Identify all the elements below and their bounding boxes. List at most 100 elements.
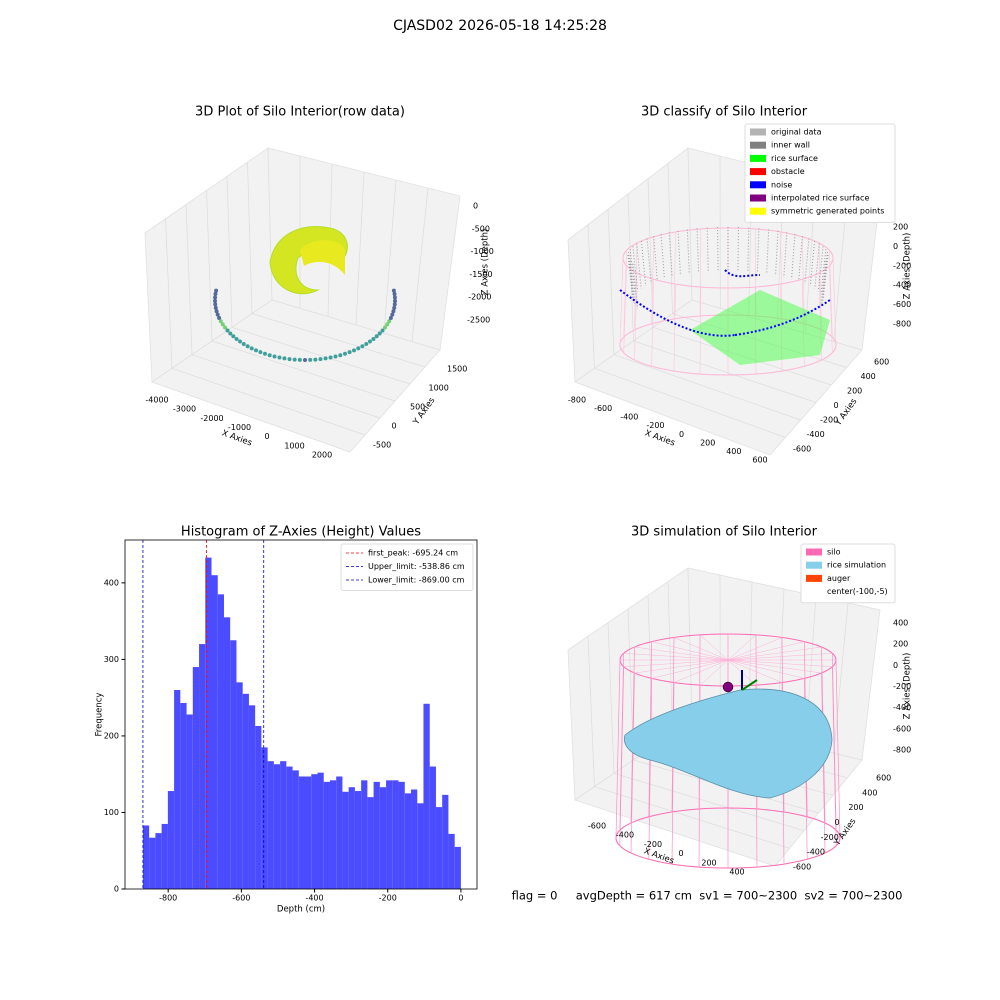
z-tick-label: -1000 [471, 247, 494, 256]
pane-grid [613, 772, 805, 832]
y-tick-label: 600 [874, 358, 889, 367]
bar [236, 682, 243, 889]
silo-wire [634, 272, 638, 361]
pane-grid [587, 636, 595, 787]
z-tick-label: -600 [893, 300, 911, 309]
point [391, 288, 396, 293]
x-tick-label: 1000 [284, 441, 304, 450]
legend-swatch [750, 154, 766, 162]
legend-label: Upper_limit: -538.86 cm [368, 562, 465, 571]
bar [373, 781, 380, 889]
pane-grid [587, 224, 595, 369]
auger-axis [741, 679, 758, 691]
bar [354, 791, 362, 889]
x-tick-label: -200 [644, 840, 662, 849]
bar [242, 693, 249, 889]
legend-box [800, 543, 896, 604]
bar [248, 705, 256, 889]
legend-label: noise [771, 180, 792, 189]
y-tick-label: 200 [847, 387, 862, 396]
pane-grid [667, 163, 673, 314]
pane-grid [165, 218, 173, 369]
point [217, 315, 222, 320]
legend-swatch [750, 181, 766, 189]
bar [298, 776, 306, 889]
pane-grid [211, 340, 396, 402]
subplot-3d [567, 567, 881, 869]
y-tick-label: -200 [820, 416, 838, 425]
silo-wire [648, 678, 652, 860]
legend-swatch [750, 168, 766, 176]
rice-points [690, 290, 830, 365]
bar [392, 780, 399, 889]
y-tick-label: 200 [104, 731, 119, 740]
bar [149, 837, 156, 889]
subplot-title: 3D simulation of Silo Interior [631, 525, 818, 540]
bar [142, 825, 150, 889]
silo-wire [619, 257, 624, 346]
z-tick-label: -800 [893, 320, 911, 329]
bar [261, 747, 268, 889]
x-tick-label: -400 [305, 894, 323, 903]
z-tick-label: -1500 [469, 270, 492, 279]
legend-label: silo [827, 548, 841, 557]
legend-swatch [806, 561, 822, 569]
bar [286, 766, 293, 889]
legend-label: center(-100,-5) [827, 587, 888, 596]
bar [386, 780, 393, 889]
x-tick-label: -200 [379, 894, 397, 903]
z-axis-label: Z Axies (Depth) [903, 233, 913, 300]
bar [167, 791, 175, 889]
z-tick-label: -2500 [467, 316, 490, 325]
x-tick-label: 400 [726, 447, 741, 456]
bar [361, 780, 368, 889]
y-tick-label: 0 [114, 885, 119, 894]
pane-grid [633, 340, 817, 403]
legend-box [744, 123, 896, 223]
point [282, 356, 287, 361]
point [241, 341, 246, 346]
legend-label: original data [771, 128, 822, 137]
silo-wire [630, 672, 635, 854]
silo-wire [835, 659, 841, 839]
bar [305, 776, 312, 889]
x-tick-label: 200 [700, 438, 715, 447]
pane-grid [185, 204, 193, 355]
silo-wire [727, 659, 822, 674]
point [214, 309, 219, 314]
point [380, 328, 385, 333]
bar [180, 703, 187, 889]
point [277, 355, 282, 360]
legend-label: obstacle [771, 167, 805, 176]
silo-wire [727, 659, 833, 667]
point [213, 305, 218, 310]
silo-wire [831, 653, 837, 831]
bar [292, 770, 299, 889]
x-tick-label: 600 [752, 456, 767, 465]
x-tick-label: -4000 [145, 396, 168, 405]
point [215, 312, 220, 317]
point [213, 302, 218, 307]
silo-wire [673, 637, 729, 661]
bar [342, 791, 349, 889]
point [343, 351, 348, 356]
x-tick-label: -1000 [228, 423, 251, 432]
point [356, 346, 361, 351]
point [390, 312, 395, 317]
bar [199, 644, 206, 889]
point [382, 325, 387, 330]
bar [398, 781, 405, 889]
axes-frame [124, 539, 478, 890]
bar [217, 594, 224, 889]
pane-grid [191, 354, 381, 419]
footer-text: flag = 0 avgDepth = 617 cm sv1 = 700~230… [512, 889, 903, 903]
z-tick-label: -200 [893, 682, 911, 691]
y-tick-label: -500 [373, 441, 391, 450]
silo-wire [673, 659, 729, 683]
y-tick-label: -200 [821, 833, 839, 842]
y-tick-label: 400 [861, 372, 876, 381]
pane-grid [355, 171, 365, 326]
x-tick-label: -2000 [200, 414, 223, 423]
y-tick-label: 400 [104, 578, 119, 587]
